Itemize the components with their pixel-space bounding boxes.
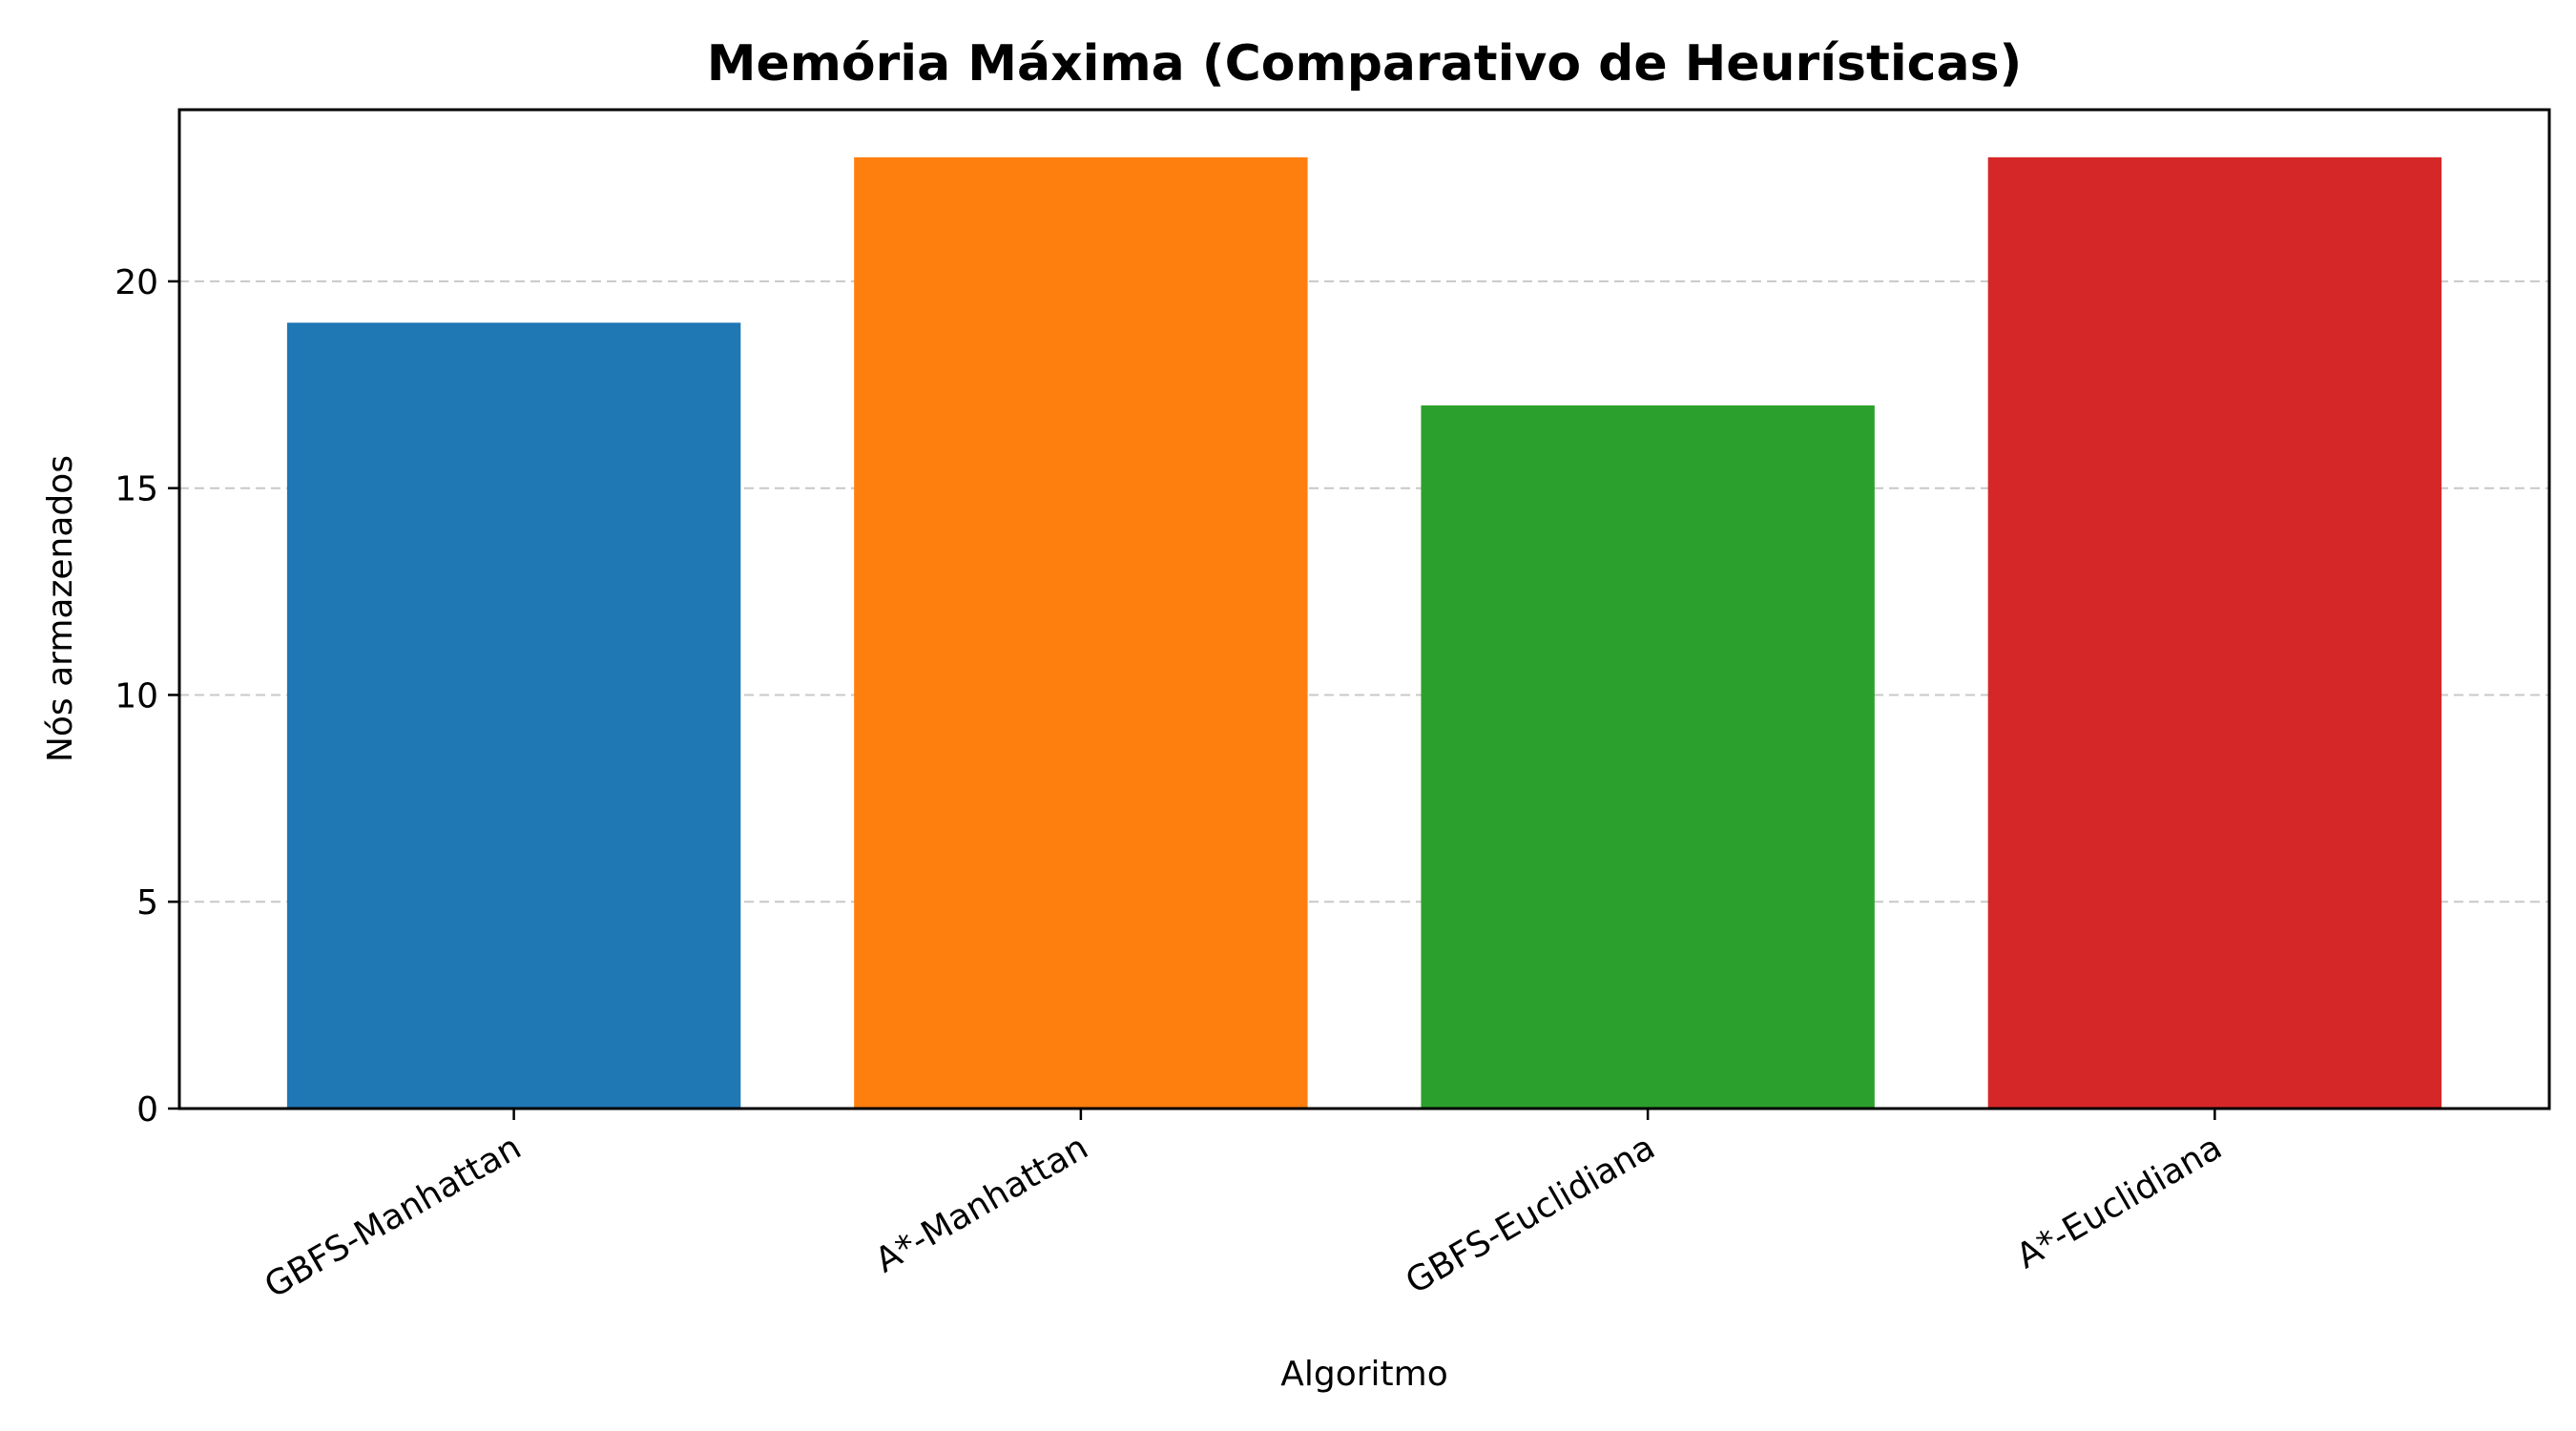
bar-gbfs-euclidiana: [1421, 404, 1875, 1110]
y-tick-label: 15: [114, 470, 158, 509]
y-axis-label: Nós armazenados: [41, 455, 80, 762]
bar-a-manhattan: [854, 156, 1308, 1109]
bar-gbfs-manhattan: [286, 322, 741, 1109]
chart-title: Memória Máxima (Comparativo de Heurístic…: [707, 35, 2023, 93]
y-axis-ticks: 0 5 10 15 20: [114, 263, 179, 1130]
plot-frame: [177, 108, 2551, 1110]
y-tick-label: 0: [136, 1090, 158, 1130]
bar-a-euclidiana: [1987, 156, 2442, 1109]
bars: [286, 156, 2442, 1110]
y-tick-label: 20: [114, 263, 158, 302]
y-tick-label: 5: [136, 883, 158, 923]
y-tick-label: 10: [114, 676, 158, 716]
x-axis-label: Algoritmo: [1280, 1355, 1448, 1394]
